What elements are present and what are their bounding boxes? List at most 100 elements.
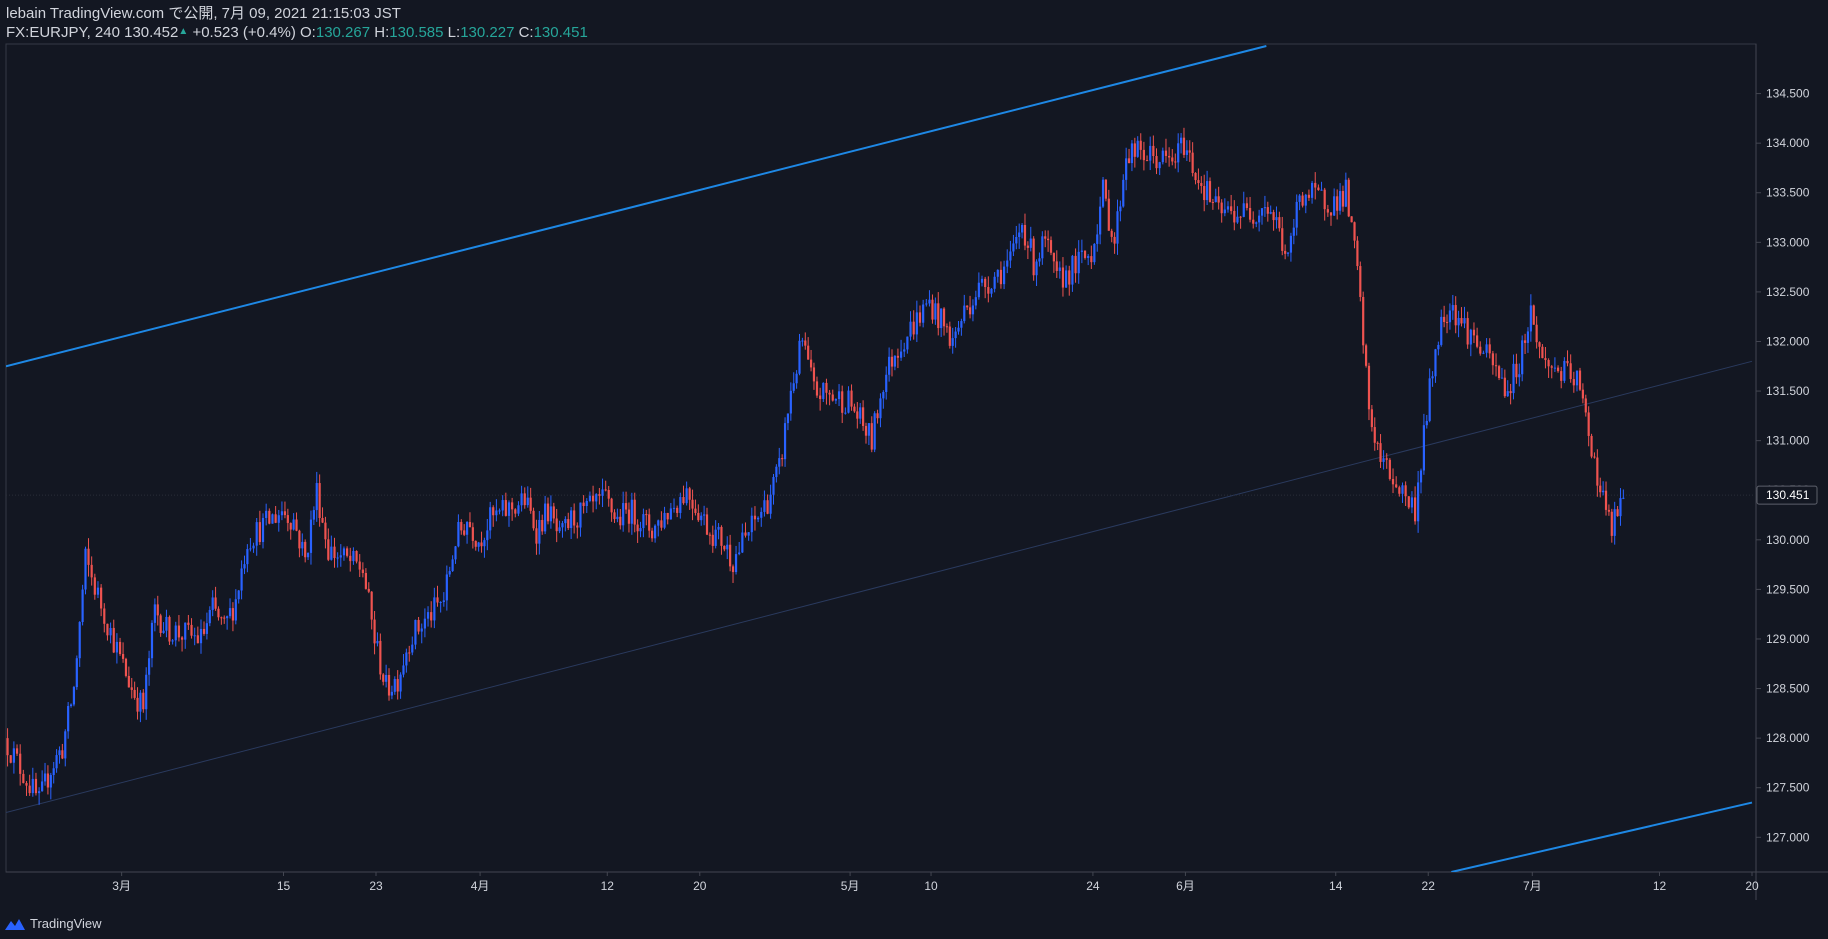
candle-body bbox=[1563, 360, 1566, 381]
footer-brand[interactable]: TradingView bbox=[4, 916, 102, 931]
candle-body bbox=[1223, 209, 1226, 214]
candle-body bbox=[544, 503, 547, 532]
candle-body bbox=[498, 510, 501, 512]
candle-body bbox=[1139, 140, 1142, 150]
candle-body bbox=[1550, 366, 1553, 368]
candle-body bbox=[1168, 155, 1171, 158]
candle-body bbox=[1164, 150, 1168, 156]
candle-body bbox=[61, 750, 64, 759]
last-price-text: 130.452 bbox=[124, 24, 179, 41]
candle-body bbox=[657, 520, 660, 526]
candle-body bbox=[1194, 172, 1197, 181]
candle-body bbox=[610, 498, 613, 513]
candle-body bbox=[1599, 485, 1602, 493]
candle-body bbox=[214, 597, 217, 609]
candle-body bbox=[1541, 346, 1544, 359]
candle-body bbox=[145, 674, 148, 710]
candle-body bbox=[1341, 191, 1345, 207]
candle-body bbox=[1171, 157, 1174, 162]
candle-body bbox=[1515, 363, 1518, 378]
candle-body bbox=[1071, 255, 1074, 285]
candle-body bbox=[423, 618, 426, 629]
candle-body bbox=[520, 493, 523, 506]
candle-body bbox=[1329, 212, 1333, 216]
candle-body bbox=[798, 340, 801, 374]
candle-body bbox=[753, 515, 757, 520]
candle-body bbox=[903, 349, 906, 352]
candle-body bbox=[1575, 370, 1579, 386]
candle-body bbox=[486, 530, 489, 541]
candle-body bbox=[1090, 256, 1093, 263]
candle-body bbox=[1093, 243, 1096, 263]
candle-body bbox=[1382, 458, 1385, 462]
candle-body bbox=[321, 517, 324, 523]
candle-body bbox=[55, 755, 58, 769]
candle-body bbox=[1142, 149, 1145, 161]
candle-body bbox=[996, 269, 999, 277]
candle-body bbox=[301, 541, 304, 549]
candle-body bbox=[1407, 496, 1410, 508]
candle-body bbox=[1466, 318, 1469, 345]
open-value: 130.267 bbox=[315, 24, 371, 41]
candle-body bbox=[231, 608, 235, 621]
candle-body bbox=[1205, 181, 1209, 201]
candle-body bbox=[1587, 412, 1590, 436]
candle-body bbox=[809, 359, 813, 368]
candle-body bbox=[1009, 251, 1012, 261]
candle-body bbox=[1136, 140, 1139, 157]
candle-body bbox=[460, 521, 463, 531]
candle-body bbox=[402, 665, 405, 675]
y-tick-label: 127.500 bbox=[1766, 781, 1810, 795]
candle-body bbox=[1077, 251, 1080, 274]
candle-body bbox=[1385, 458, 1388, 460]
candle-body bbox=[205, 623, 209, 634]
candle-body bbox=[1026, 245, 1029, 248]
candle-body bbox=[1506, 391, 1509, 397]
candle-body bbox=[888, 356, 891, 375]
candle-body bbox=[951, 338, 954, 346]
x-tick-label: 7月 bbox=[1523, 879, 1542, 893]
candle-body bbox=[1208, 181, 1212, 202]
candle-body bbox=[41, 781, 44, 792]
candle-body bbox=[1431, 376, 1434, 379]
y-tick-label: 127.000 bbox=[1766, 830, 1810, 844]
candle-body bbox=[691, 499, 694, 509]
candle-body bbox=[1578, 370, 1582, 390]
candle-body bbox=[1503, 377, 1506, 397]
candle-body bbox=[841, 391, 844, 413]
candle-body bbox=[361, 569, 364, 574]
candle-body bbox=[199, 628, 203, 644]
candle-body bbox=[538, 519, 541, 544]
candle-body bbox=[1529, 305, 1532, 332]
candle-body bbox=[624, 503, 628, 510]
candle-body bbox=[93, 577, 96, 595]
candle-body bbox=[1367, 365, 1371, 410]
candle-body bbox=[69, 704, 73, 707]
candle-body bbox=[825, 382, 828, 393]
y-tick-label: 129.000 bbox=[1766, 632, 1810, 646]
candle-body bbox=[330, 546, 333, 560]
candle-body bbox=[100, 587, 103, 609]
candle-body bbox=[364, 573, 367, 589]
candle-body bbox=[1544, 358, 1547, 361]
candle-body bbox=[49, 775, 52, 788]
symbol-interval[interactable]: FX:EURJPY, 240 bbox=[6, 24, 120, 41]
candle-body bbox=[769, 494, 772, 514]
candle-body bbox=[801, 340, 804, 342]
candle-body bbox=[561, 523, 564, 528]
candle-body bbox=[121, 654, 125, 659]
candle-body bbox=[971, 305, 975, 315]
candle-body bbox=[67, 706, 70, 732]
candle-body bbox=[885, 374, 888, 392]
candle-body bbox=[1538, 342, 1541, 347]
candle-body bbox=[1307, 194, 1311, 198]
x-tick-label: 15 bbox=[277, 879, 291, 893]
candle-body bbox=[1422, 425, 1426, 471]
candle-body bbox=[873, 413, 876, 450]
candle-body bbox=[963, 305, 966, 322]
candle-body bbox=[760, 511, 763, 518]
plot-frame bbox=[5, 43, 1757, 873]
candle-body bbox=[1388, 459, 1391, 479]
candle-body bbox=[433, 597, 436, 621]
